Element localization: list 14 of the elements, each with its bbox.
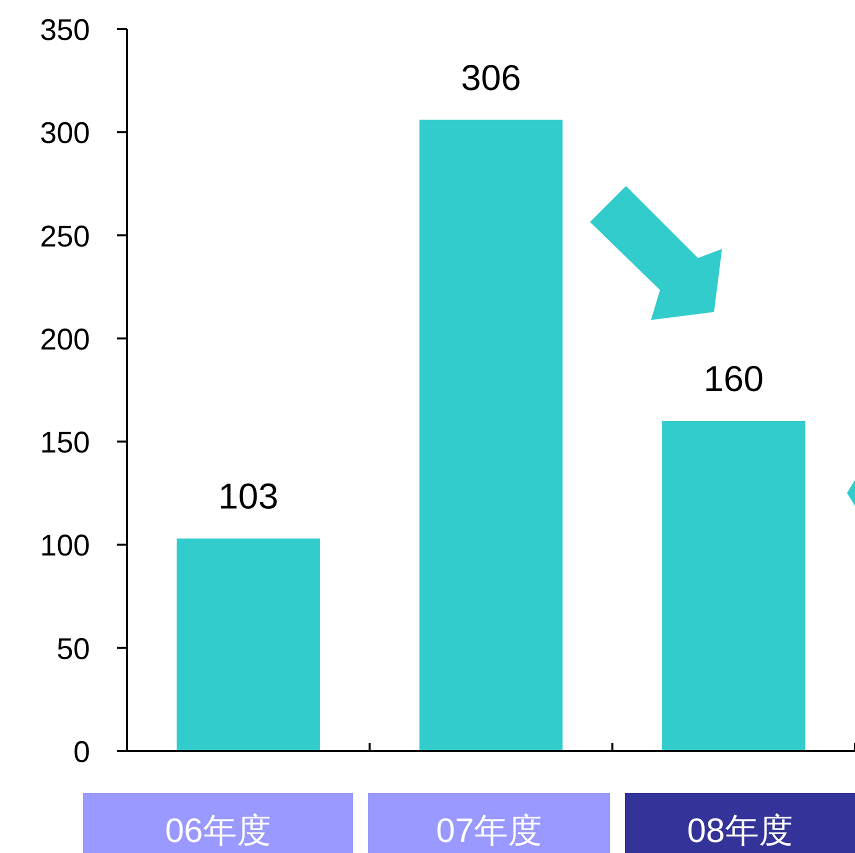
ytick-label: 150 [40, 426, 90, 460]
ytick-label: 200 [40, 323, 90, 356]
data-label: 103 [218, 476, 278, 517]
ytick-label: 50 [56, 632, 90, 666]
category-label: 06年度 [165, 812, 271, 850]
ytick-label: 300 [40, 117, 90, 150]
category-label: 08年度 [687, 812, 793, 850]
ytick-label: 0 [73, 736, 90, 769]
ytick-label: 250 [40, 220, 90, 254]
data-label: 160 [704, 358, 764, 399]
category-label: 07年度 [436, 812, 542, 850]
ytick-label: 100 [40, 530, 90, 563]
data-label: 306 [460, 56, 522, 98]
ytick-label: 350 [40, 14, 90, 47]
